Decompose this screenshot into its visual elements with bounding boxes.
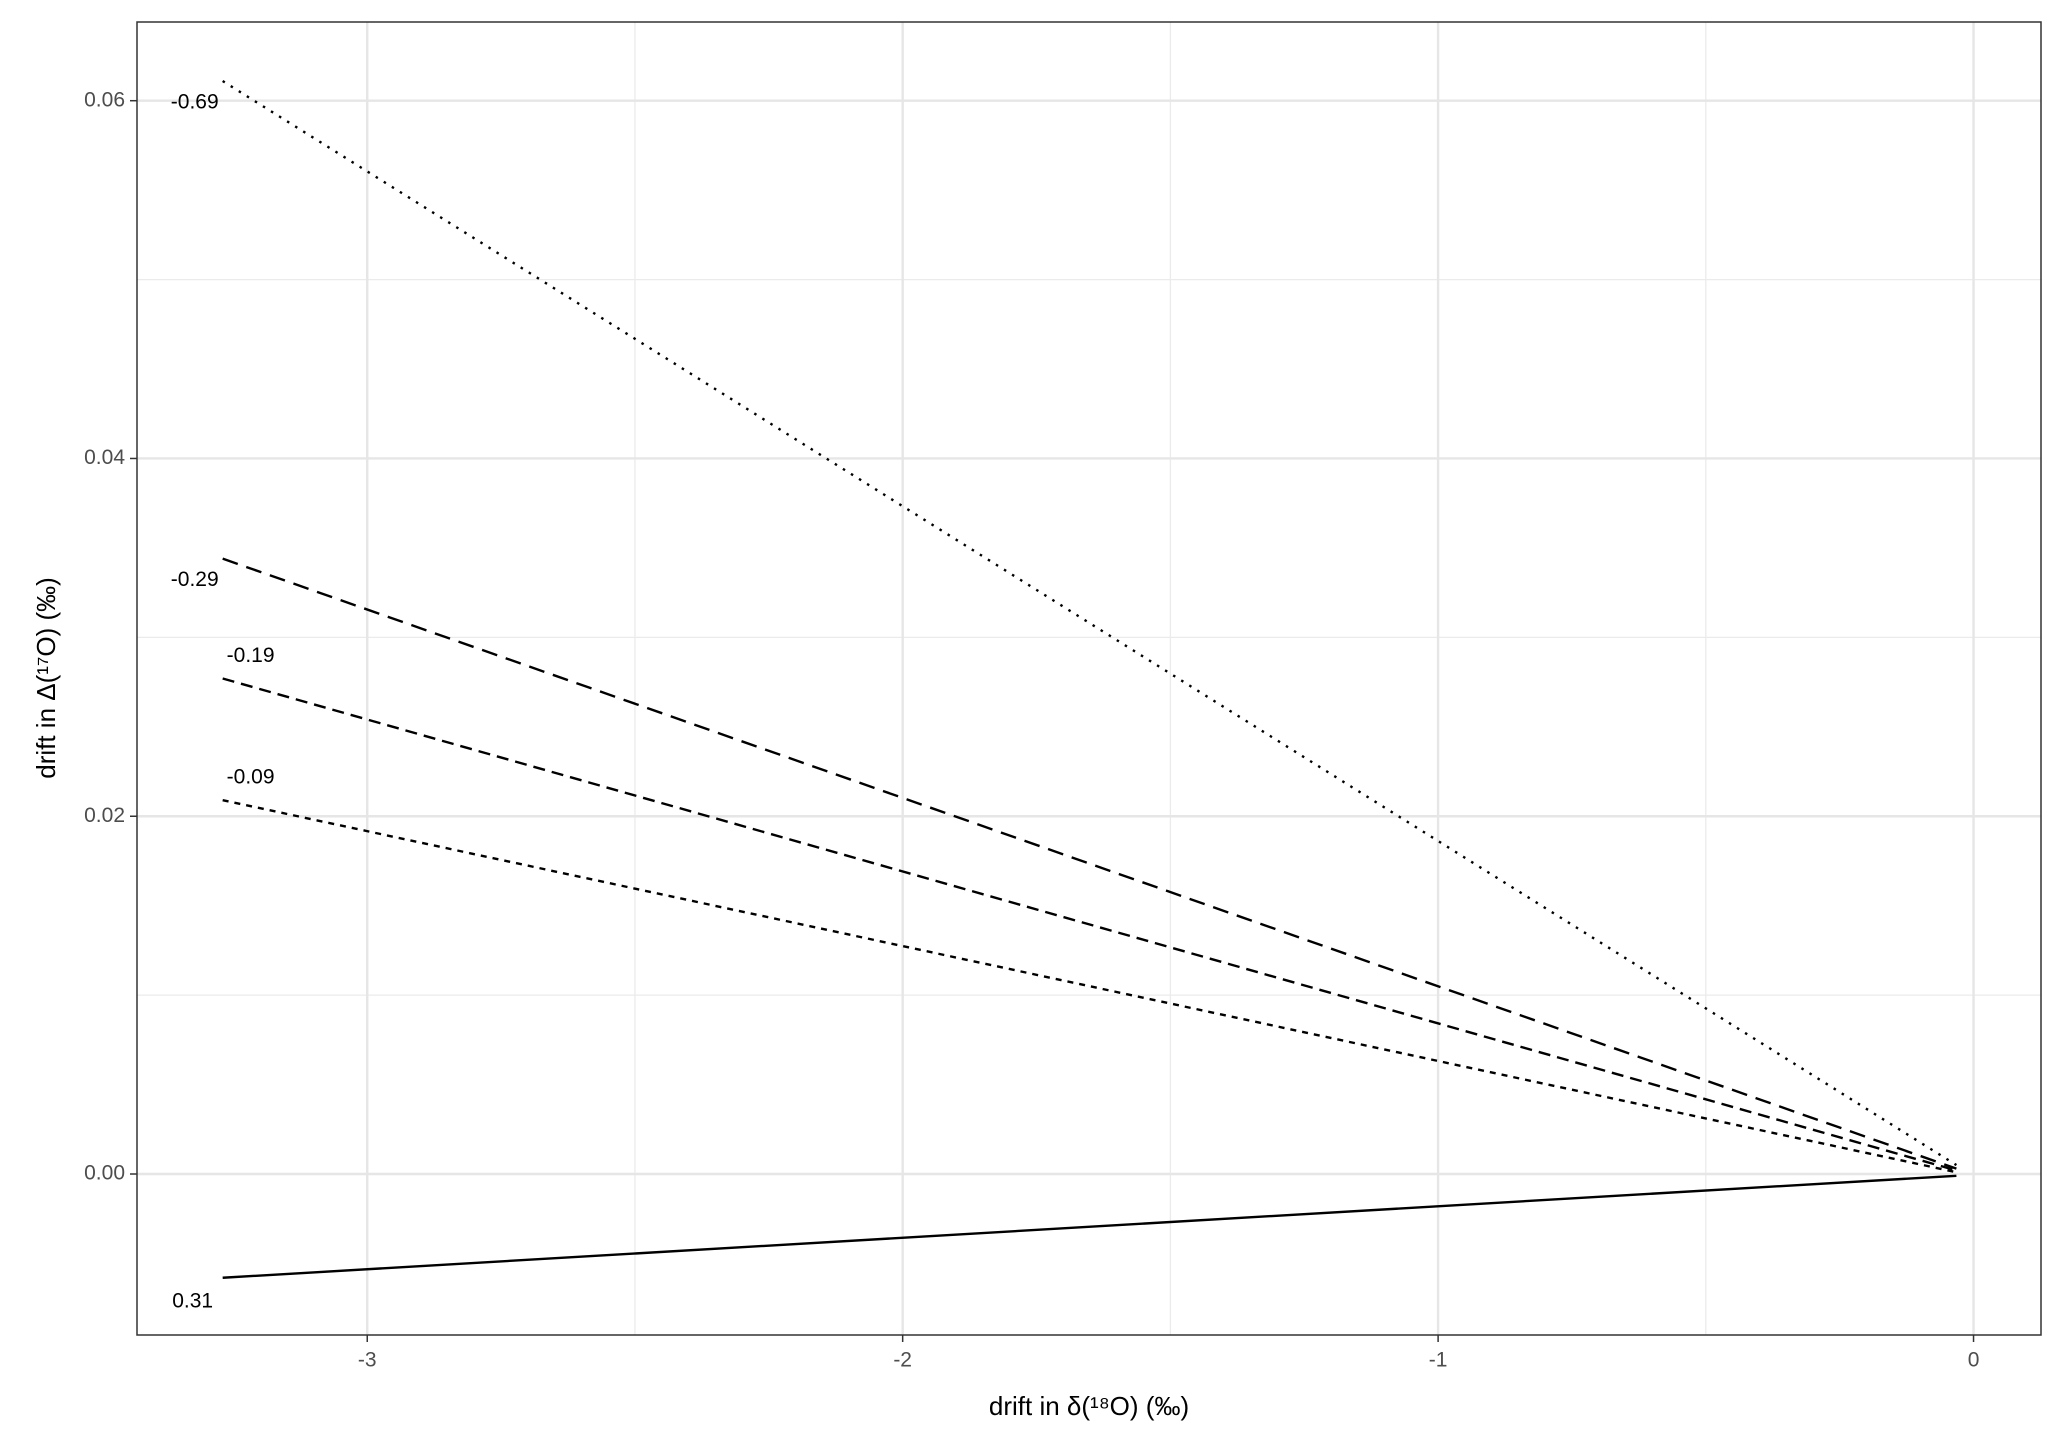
y-tick-label: 0.04 — [84, 446, 125, 469]
series-line — [222, 677, 1957, 1172]
y-axis-title: drift in Δ(¹⁷O) (‰) — [31, 577, 61, 779]
series-line — [222, 557, 1957, 1170]
plot-border — [136, 21, 2042, 1336]
x-tick-label: -2 — [893, 1349, 912, 1372]
series-line — [222, 798, 1957, 1174]
y-tick-label: 0.00 — [84, 1162, 125, 1185]
series-label: -0.19 — [227, 644, 275, 667]
series-line — [222, 80, 1958, 1167]
y-tick-label: 0.06 — [84, 88, 125, 111]
series-line — [222, 1174, 1957, 1279]
series-label: -0.69 — [171, 91, 219, 114]
x-axis-title: drift in δ(¹⁸O) (‰) — [989, 1391, 1189, 1421]
x-tick-label: 0 — [1968, 1349, 1980, 1372]
series-label: -0.29 — [171, 568, 219, 591]
x-tick-label: -3 — [358, 1349, 377, 1372]
series-label: 0.31 — [172, 1289, 213, 1312]
y-tick-label: 0.02 — [84, 804, 125, 827]
series-label: -0.09 — [227, 766, 275, 789]
x-tick-label: -1 — [1429, 1349, 1448, 1372]
